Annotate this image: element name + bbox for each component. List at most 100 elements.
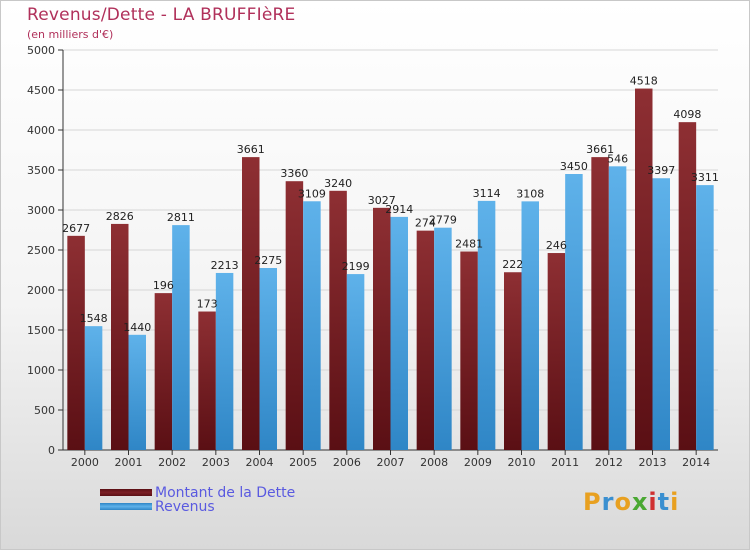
x-tick-label: 2014 xyxy=(682,456,710,469)
bar-debt-2007 xyxy=(373,207,391,450)
data-label-revenue-2001: 1440 xyxy=(123,321,151,334)
bar-debt-2008 xyxy=(416,230,435,450)
bar-debt-2011 xyxy=(547,253,566,450)
y-tick-label: 4500 xyxy=(27,84,55,97)
bar-revenue-2006 xyxy=(346,274,365,450)
legend-label-debt: Montant de la Dette xyxy=(155,485,296,501)
bars xyxy=(67,88,714,451)
data-label-revenue-2003: 2213 xyxy=(211,259,239,272)
logo-letter: P xyxy=(583,488,602,516)
y-tick-label: 5000 xyxy=(27,44,55,57)
bar-revenue-2011 xyxy=(565,174,583,450)
bar-debt-2002 xyxy=(154,293,173,450)
data-label-debt-2008: 274 xyxy=(415,217,436,230)
data-label-debt-2000: 2677 xyxy=(62,222,90,235)
data-label-debt-2006: 3240 xyxy=(324,177,352,190)
data-label-debt-2004: 3661 xyxy=(237,143,265,156)
bar-debt-2010 xyxy=(504,272,522,450)
y-tick-label: 2000 xyxy=(27,284,55,297)
bar-debt-2009 xyxy=(460,251,478,450)
y-tick-label: 3500 xyxy=(27,164,55,177)
bar-debt-2006 xyxy=(329,190,347,451)
data-label-debt-2009: 2481 xyxy=(455,238,483,251)
logo-letter: i xyxy=(670,488,680,516)
data-label-debt-2005: 3360 xyxy=(280,167,308,180)
x-tick-label: 2002 xyxy=(158,456,186,469)
data-label-debt-2010: 222 xyxy=(502,258,523,271)
bar-revenue-2012 xyxy=(608,166,627,450)
x-tick-label: 2009 xyxy=(464,456,492,469)
bar-revenue-2002 xyxy=(172,225,190,450)
bar-debt-2013 xyxy=(635,88,653,450)
bar-revenue-2009 xyxy=(477,200,496,450)
data-label-revenue-2006: 2199 xyxy=(342,260,370,273)
y-tick-label: 4000 xyxy=(27,124,55,137)
data-label-revenue-2007: 2914 xyxy=(385,203,413,216)
data-label-revenue-2002: 2811 xyxy=(167,211,195,224)
data-label-revenue-2000: 1548 xyxy=(80,312,108,325)
chart-subtitle: (en milliers d'€) xyxy=(27,28,114,41)
logo-letter: o xyxy=(614,488,632,516)
data-label-debt-2012: 3661 xyxy=(586,143,614,156)
data-label-debt-2011: 246 xyxy=(546,239,567,252)
data-label-debt-2013: 4518 xyxy=(630,75,658,88)
x-tick-label: 2001 xyxy=(115,456,143,469)
bar-revenue-2004 xyxy=(259,268,277,450)
data-label-revenue-2012: 546 xyxy=(607,152,628,165)
x-tick-label: 2000 xyxy=(71,456,99,469)
bar-revenue-2008 xyxy=(434,227,452,450)
data-label-debt-2001: 2826 xyxy=(106,210,134,223)
y-tick-label: 1500 xyxy=(27,324,55,337)
bar-debt-2014 xyxy=(678,122,697,450)
data-label-debt-2003: 173 xyxy=(197,298,218,311)
legend-label-revenue: Revenus xyxy=(155,499,215,515)
bar-revenue-2000 xyxy=(84,326,103,450)
y-tick-label: 500 xyxy=(34,404,55,417)
legend-swatch-debt xyxy=(100,489,152,496)
y-tick-label: 3000 xyxy=(27,204,55,217)
x-tick-label: 2005 xyxy=(289,456,317,469)
x-tick-label: 2011 xyxy=(551,456,579,469)
data-label-revenue-2004: 2275 xyxy=(254,254,282,267)
logo-letter: i xyxy=(648,488,658,516)
x-tick-label: 2010 xyxy=(508,456,536,469)
x-tick-label: 2003 xyxy=(202,456,230,469)
bar-debt-2001 xyxy=(111,223,129,450)
data-label-debt-2002: 196 xyxy=(153,279,174,292)
axes: 0 500 1000 1500 2000 2500 3000 3500 4000 4500 5000… xyxy=(27,44,718,469)
bar-revenue-2014 xyxy=(696,185,714,450)
y-tick-label: 1000 xyxy=(27,364,55,377)
bar-revenue-2007 xyxy=(390,216,408,450)
data-label-revenue-2011: 3450 xyxy=(560,160,588,173)
legend-swatch-revenue xyxy=(100,503,152,510)
data-label-debt-2014: 4098 xyxy=(673,108,701,121)
data-label-revenue-2010: 3108 xyxy=(516,187,544,200)
data-label-revenue-2005: 3109 xyxy=(298,187,326,200)
bar-debt-2005 xyxy=(285,181,304,450)
x-tick-label: 2007 xyxy=(377,456,405,469)
logo-letter: r xyxy=(601,488,615,516)
data-label-revenue-2009: 3114 xyxy=(473,187,501,200)
bar-debt-2012 xyxy=(591,157,609,450)
value-labels: 2677 1548 2826 1440 196 2811 173 2213 3661 2275 33… xyxy=(62,75,719,334)
y-tick-label: 0 xyxy=(48,444,55,457)
data-label-debt-2007: 3027 xyxy=(368,194,396,207)
data-label-revenue-2013: 3397 xyxy=(647,164,675,177)
data-label-revenue-2008: 2779 xyxy=(429,214,457,227)
bar-revenue-2003 xyxy=(215,272,234,450)
y-tick-label: 2500 xyxy=(27,244,55,257)
bar-debt-2004 xyxy=(242,157,260,450)
logo-letter: t xyxy=(657,488,671,516)
x-tick-label: 2008 xyxy=(420,456,448,469)
chart-title: Revenus/Dette - LA BRUFFIèRE xyxy=(27,5,296,25)
proxiti-logo: Proxiti xyxy=(583,488,679,516)
bar-revenue-2013 xyxy=(652,178,670,451)
data-label-revenue-2014: 3311 xyxy=(691,171,719,184)
x-tick-label: 2006 xyxy=(333,456,361,469)
x-tick-label: 2013 xyxy=(639,456,667,469)
bar-debt-2003 xyxy=(198,311,216,450)
logo-letter: x xyxy=(631,488,649,516)
bar-revenue-2001 xyxy=(128,334,146,450)
bar-debt-2000 xyxy=(67,235,85,450)
